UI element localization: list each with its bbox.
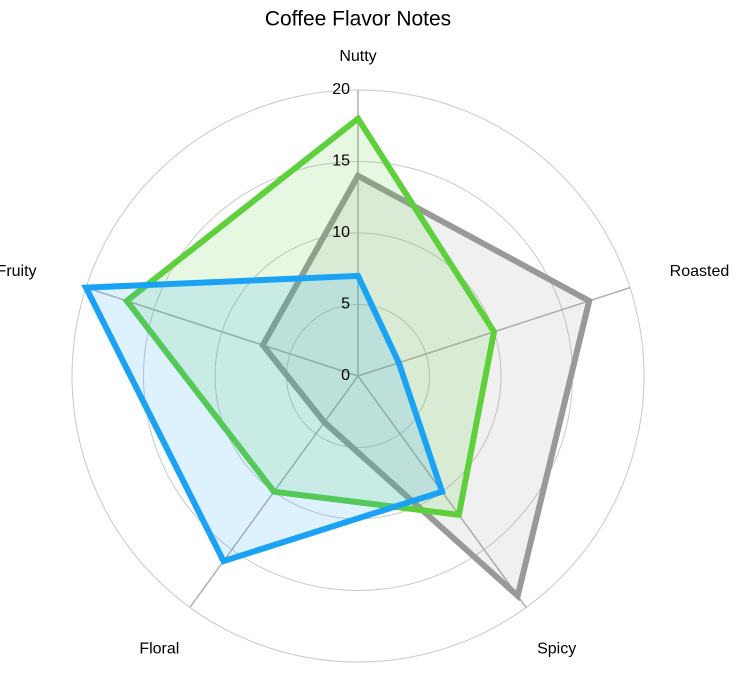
axis-label: Roasted xyxy=(670,263,730,280)
tick-label: 5 xyxy=(341,296,350,313)
tick-label: 20 xyxy=(332,81,350,98)
chart-title: Coffee Flavor Notes xyxy=(265,8,451,31)
tick-label: 15 xyxy=(332,153,350,170)
axis-label: Spicy xyxy=(537,641,576,658)
axis-label: Floral xyxy=(139,641,179,658)
tick-label: 10 xyxy=(332,224,350,241)
series-area xyxy=(122,114,498,519)
tick-label: 0 xyxy=(341,367,350,384)
axis-label: Fruity xyxy=(0,263,37,280)
axis-label: Nutty xyxy=(339,48,376,65)
series-area xyxy=(81,272,446,565)
